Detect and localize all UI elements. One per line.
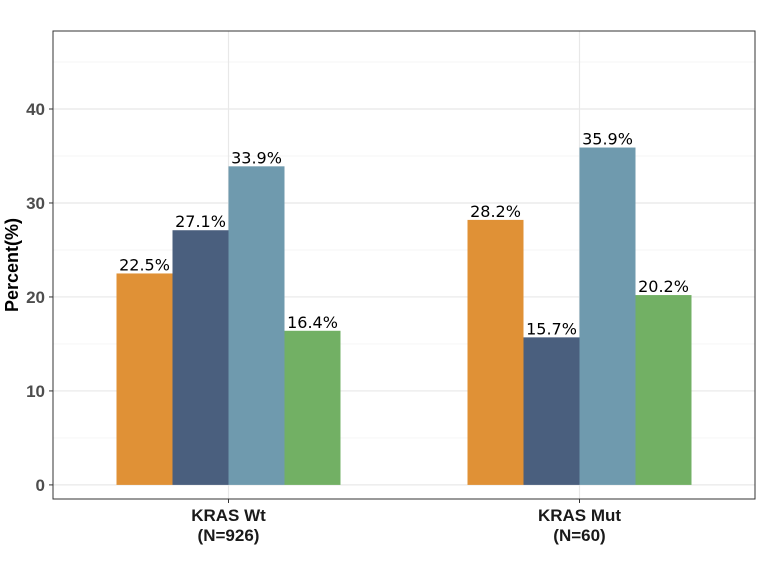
data-label: 16.4% xyxy=(287,313,338,332)
bar xyxy=(467,219,524,485)
x-tick-label: KRAS Mut xyxy=(538,506,621,525)
y-tick-label: 0 xyxy=(36,476,45,495)
data-label: 27.1% xyxy=(175,212,226,231)
data-label: 20.2% xyxy=(638,277,689,296)
bar xyxy=(116,273,173,485)
bar xyxy=(635,295,692,485)
y-tick-label: 30 xyxy=(26,194,45,213)
y-tick-label: 40 xyxy=(26,100,45,119)
axes: 0 10 20 30 40 KRAS Wt(N=926) KRAS Mut(N=60) xyxy=(26,100,621,545)
panel-border xyxy=(52,30,756,500)
bar xyxy=(523,337,580,485)
y-axis-title: Percent(%) xyxy=(2,218,22,312)
y-tick-label: 20 xyxy=(26,288,45,307)
y-tick-label: 10 xyxy=(26,382,45,401)
data-label: 35.9% xyxy=(582,130,633,149)
bar xyxy=(172,230,229,485)
x-tick-label: (N=926) xyxy=(198,526,260,545)
data-label: 33.9% xyxy=(231,148,282,167)
data-label: 15.7% xyxy=(526,319,577,338)
data-labels: 22.5% 28.2% 27.1% 15.7% 33.9% 35.9% 16.4% 20.2% xyxy=(119,130,689,339)
x-tick-label: KRAS Wt xyxy=(191,506,266,525)
x-tick-label: (N=60) xyxy=(553,526,605,545)
bar xyxy=(228,166,285,485)
data-label: 22.5% xyxy=(119,255,170,274)
bars xyxy=(116,147,692,485)
bar xyxy=(579,147,636,485)
bar xyxy=(284,330,341,485)
data-label: 28.2% xyxy=(470,202,521,221)
